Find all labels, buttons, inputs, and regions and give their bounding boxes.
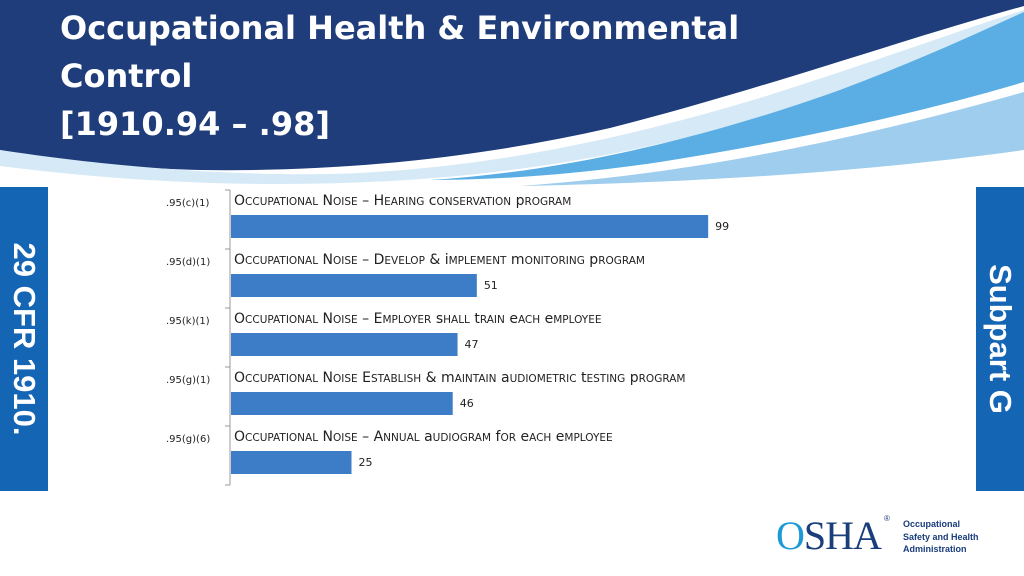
category-tick-label: .95(c)(1) bbox=[166, 198, 209, 209]
category-tick-label: .95(g)(6) bbox=[166, 434, 210, 445]
bar-value-label: 99 bbox=[715, 220, 729, 233]
page-title: Occupational Health & Environmental Cont… bbox=[60, 4, 739, 148]
category-tick-label: .95(g)(1) bbox=[166, 375, 210, 386]
bar-description-label: OCCUPATIONAL NOISE – HEARING cONSERVATIO… bbox=[234, 193, 571, 209]
logo-line-2: Safety and Health bbox=[903, 531, 979, 542]
title-line-3: [1910.94 – .98] bbox=[60, 105, 330, 143]
subpart-label: Subpart G bbox=[983, 264, 1018, 414]
bar-description-label: OCCUPATIONAL NOISE ESTABLISH & mAINTAIN … bbox=[234, 370, 685, 386]
regulation-label: 29 CFR 1910. bbox=[7, 242, 42, 436]
bar-description-label: OCCUPATIONAL NOISE – DEVELOP & iMPLEMENT… bbox=[234, 252, 645, 268]
subpart-side-tab: Subpart G bbox=[976, 187, 1024, 491]
bar-value-label: 46 bbox=[460, 397, 474, 410]
bar-value-label: 47 bbox=[465, 338, 479, 351]
registered-mark: ® bbox=[884, 514, 890, 523]
bar bbox=[231, 333, 458, 356]
logo-line-1: Occupational bbox=[903, 519, 961, 529]
category-tick-label: .95(d)(1) bbox=[166, 257, 210, 268]
bar-value-label: 25 bbox=[359, 456, 373, 469]
bar-description-label: OCCUPATIONAL NOISE – ANNUAL aUDIOGRAM fO… bbox=[234, 429, 613, 445]
bar-description-label: OCCUPATIONAL NOISE – EMPLOYER sHALL tRAI… bbox=[234, 311, 602, 327]
osha-logo: OSHA ® Occupational Safety and Health Ad… bbox=[776, 512, 1016, 560]
bar-chart: .95(c)(1) OCCUPATIONAL NOISE – HEARING cO… bbox=[166, 189, 729, 486]
osha-agency-name: Occupational Safety and Health Administr… bbox=[903, 518, 979, 556]
bar bbox=[231, 392, 453, 415]
bar bbox=[231, 274, 477, 297]
header-background bbox=[0, 0, 1024, 186]
globe-icon: O bbox=[776, 513, 805, 558]
regulation-side-tab: 29 CFR 1910. bbox=[0, 187, 48, 491]
logo-line-3: Administration bbox=[903, 544, 967, 554]
osha-wordmark: OSHA bbox=[776, 513, 882, 558]
bar bbox=[231, 451, 352, 474]
bar-value-label: 51 bbox=[484, 279, 498, 292]
category-tick-label: .95(k)(1) bbox=[166, 316, 210, 327]
title-line-1: Occupational Health & Environmental bbox=[60, 9, 740, 47]
title-line-2: Control bbox=[60, 57, 193, 95]
bar bbox=[231, 215, 709, 238]
